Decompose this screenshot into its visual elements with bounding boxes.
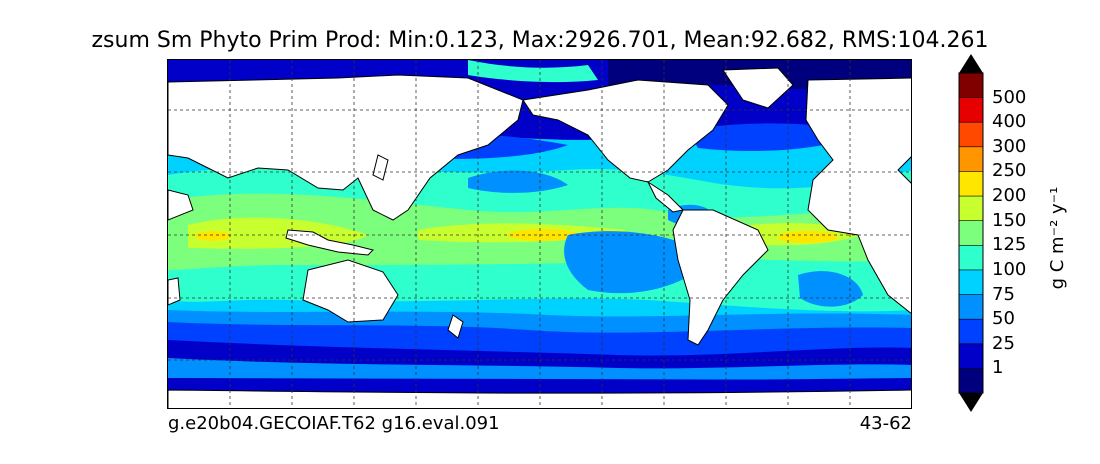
north-america [522,79,729,183]
colorbar-units-label: g C m⁻² y⁻¹ [1047,186,1068,290]
colorbar-segment [959,73,983,99]
madagascar [168,277,181,306]
colorbar-segment [959,220,983,246]
colorbar-segment [959,269,983,296]
japan [372,154,389,181]
colorbar-segment [959,196,983,222]
central-america [646,180,685,213]
colorbar-tick-label: 100 [992,258,1027,280]
australia [302,259,399,323]
colorbar-tick-label: 50 [992,308,1015,330]
colorbar-tick-label: 25 [992,332,1015,354]
europe-africa [805,77,911,315]
colorbar-segment [959,368,983,394]
colorbar-segment [959,146,983,172]
new-zealand [447,314,464,339]
colorbar-segment [959,171,983,197]
colorbar-tick-label: 125 [992,234,1027,256]
greenland [722,67,794,109]
arctic-shelf-100 [468,60,598,83]
year-range: 43-62 [859,413,912,434]
map-title: zsum Sm Phyto Prim Prod: Min:0.123, Max:… [91,28,989,53]
colorbar-tick-label: 300 [992,135,1027,157]
colorbar-segment [959,294,983,320]
colorbar-tick-label: 150 [992,209,1027,231]
colorbar [958,54,984,412]
south-pacific-gyre [564,231,708,294]
case-name: g.e20b04.GECOIAF.T62 g16.eval.091 [168,413,500,434]
colorbar-tick-label: 250 [992,160,1027,182]
colorbar-segment [959,319,983,345]
colorbar-tick-label: 400 [992,111,1027,133]
indonesia [285,229,374,256]
colorbar-min-arrow [959,393,983,412]
colorbar-tick-label: 200 [992,185,1027,207]
colorbar-segment [959,343,983,369]
colorbar-tick-label: 75 [992,283,1015,305]
colorbar-segment [959,245,983,271]
map-gridlines [168,60,911,408]
africa-west-edge [168,189,194,221]
colorbar-tick-label: 500 [992,86,1027,108]
indian-peak-200 [195,231,231,241]
eurasia [168,74,524,221]
south-america [672,209,769,346]
colorbar-tick-label: 1 [992,357,1004,379]
map-panel [167,59,912,409]
colorbar-segment [959,97,983,123]
productivity-map [168,60,911,408]
atlantic-peak-200 [778,231,838,243]
colorbar-segment [959,122,983,148]
north-pacific-gyre [468,170,568,193]
colorbar-max-arrow [959,54,983,73]
